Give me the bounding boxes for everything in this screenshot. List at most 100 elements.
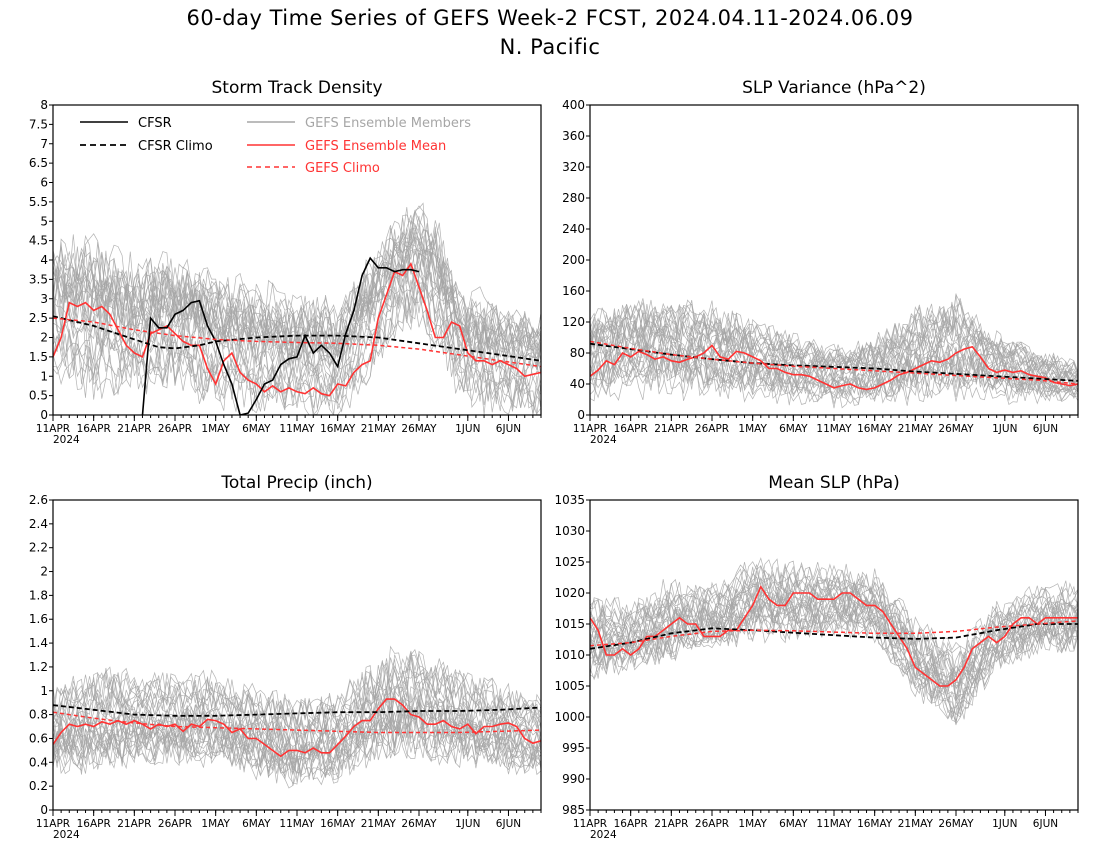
- x-tick-label: 11APR: [573, 423, 607, 435]
- x-tick-label: 26APR: [158, 423, 192, 435]
- x-tick-label: 26APR: [695, 818, 729, 830]
- main-title-line2: N. Pacific: [499, 35, 601, 59]
- y-tick-label: 160: [562, 284, 585, 298]
- ensemble-member-line: [590, 311, 1078, 381]
- gefs-climo-line: [53, 711, 541, 734]
- plot-area: [53, 202, 541, 415]
- y-tick-label: 1010: [554, 648, 585, 662]
- x-tick-label: 21MAY: [361, 423, 397, 435]
- ensemble-member-line: [590, 318, 1078, 385]
- x-tick-label: 6MAY: [242, 818, 271, 830]
- y-tick-label: 0: [40, 408, 48, 422]
- y-tick-label: 320: [562, 160, 585, 174]
- x-tick-label: 16MAY: [320, 818, 356, 830]
- ensemble-member-line: [590, 340, 1078, 396]
- ensemble-member-line: [53, 276, 541, 410]
- x-tick-label: 11MAY: [816, 423, 852, 435]
- ensemble-member-line: [590, 325, 1078, 388]
- chart-panel-1: Storm Track Density 0 0.5 1 1.5 2 2.5 3 3.5 4 4.5 5…: [29, 78, 542, 446]
- y-tick-label: 2.5: [29, 311, 48, 325]
- y-tick-label: 2.6: [29, 493, 48, 507]
- x-tick-label: 6JUN: [1033, 423, 1058, 435]
- ensemble-member-line: [590, 591, 1078, 702]
- main-title-line1: 60-day Time Series of GEFS Week-2 FCST, …: [186, 6, 914, 30]
- legend-members-label: GEFS Ensemble Members: [305, 116, 471, 131]
- x-tick-label: 26MAY: [938, 423, 974, 435]
- ensemble-member-line: [53, 249, 541, 382]
- y-tick-label: 2.4: [29, 517, 48, 531]
- x-tick-label: 1MAY: [738, 423, 767, 435]
- y-tick-label: 1.5: [29, 350, 48, 364]
- ensemble-member-line: [53, 678, 541, 750]
- panel-title: SLP Variance (hPa^2): [742, 78, 926, 98]
- ensemble-member-line: [53, 693, 541, 766]
- ens-mean-line: [53, 262, 541, 397]
- x-tick-label: 16MAY: [320, 423, 356, 435]
- x-tick-label: 1JUN: [455, 423, 480, 435]
- plot-area: [590, 293, 1078, 409]
- y-tick-label: 1.8: [29, 588, 48, 602]
- x-tick-label: 1JUN: [992, 423, 1017, 435]
- ens-mean-line: [53, 698, 541, 758]
- x-tick-label: 11MAY: [279, 423, 315, 435]
- gefs-climo-line: [590, 620, 1078, 647]
- x-tick-label: 26MAY: [938, 818, 974, 830]
- x-tick-label: 26APR: [158, 818, 192, 830]
- y-tick-label: 1000: [554, 710, 585, 724]
- x-tick-label: 21APR: [654, 818, 688, 830]
- ensemble-member-line: [53, 215, 541, 359]
- x-tick-label: 6JUN: [1033, 818, 1058, 830]
- ensemble-member-line: [53, 228, 541, 366]
- y-tick-label: 985: [562, 803, 585, 817]
- x-tick-label: 11MAY: [816, 818, 852, 830]
- x-tick-label: 11APR: [573, 818, 607, 830]
- y-tick-label: 1035: [554, 493, 585, 507]
- y-tick-label: 1020: [554, 586, 585, 600]
- ensemble-member-line: [53, 236, 541, 373]
- x-tick-label: 26MAY: [401, 818, 437, 830]
- ensemble-member-line: [53, 700, 541, 774]
- y-tick-label: 1: [40, 684, 48, 698]
- ensemble-member-line: [590, 601, 1078, 719]
- x-tick-label: 16APR: [77, 423, 111, 435]
- y-tick-label: 4: [40, 253, 48, 267]
- ensemble-member-line: [53, 658, 541, 740]
- plot-area: [590, 557, 1078, 726]
- ensemble-member-line: [590, 356, 1078, 405]
- x-tick-label: 16MAY: [857, 818, 893, 830]
- ensemble-member-line: [53, 688, 541, 765]
- x-tick-label: 21APR: [117, 423, 151, 435]
- cfsr-climo-line: [53, 315, 541, 362]
- y-tick-label: 400: [562, 98, 585, 112]
- y-tick-label: 40: [570, 377, 585, 391]
- x-tick-label: 6JUN: [496, 818, 521, 830]
- y-tick-label: 0.8: [29, 708, 48, 722]
- y-tick-label: 280: [562, 191, 585, 205]
- ensemble-member-line: [53, 289, 541, 415]
- ensemble-member-line: [53, 650, 541, 732]
- main-title: 60-day Time Series of GEFS Week-2 FCST, …: [0, 4, 1100, 62]
- x-tick-year: 2024: [590, 434, 617, 446]
- ensemble-member-line: [590, 346, 1078, 397]
- x-tick-label: 21MAY: [361, 818, 397, 830]
- y-tick-label: 80: [570, 346, 585, 360]
- x-tick-label: 6JUN: [496, 423, 521, 435]
- ensemble-member-line: [590, 298, 1078, 378]
- x-tick-label: 11MAY: [279, 818, 315, 830]
- x-tick-label: 1MAY: [201, 818, 230, 830]
- ensemble-member-line: [590, 609, 1078, 720]
- y-tick-label: 3.5: [29, 272, 48, 286]
- x-tick-label: 26APR: [695, 423, 729, 435]
- y-tick-label: 995: [562, 741, 585, 755]
- gefs-climo-line: [590, 340, 1078, 385]
- ensemble-member-line: [53, 645, 541, 725]
- ensemble-member-line: [53, 655, 541, 735]
- panel-title: Mean SLP (hPa): [768, 473, 900, 493]
- chart-panel-4: Mean SLP (hPa) 985 990 995 1000 1005 1010 1015 1…: [554, 473, 1079, 841]
- ensemble-member-line: [590, 591, 1078, 704]
- panel-title: Storm Track Density: [211, 78, 382, 98]
- gefs-climo-line: [53, 317, 541, 368]
- y-tick-label: 0.2: [29, 779, 48, 793]
- ensemble-member-line: [590, 299, 1078, 377]
